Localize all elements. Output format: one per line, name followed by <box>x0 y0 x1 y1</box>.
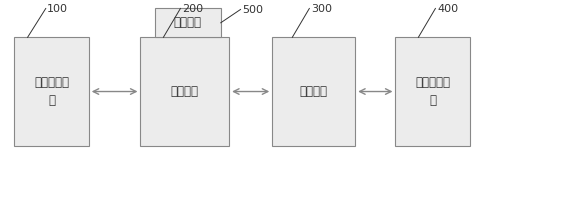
Text: 400: 400 <box>437 4 458 14</box>
Bar <box>140 37 229 146</box>
Text: 主控模块: 主控模块 <box>171 85 199 98</box>
Text: 数据处理模
块: 数据处理模 块 <box>415 76 450 107</box>
Text: 500: 500 <box>242 5 264 15</box>
Text: 数据采集模
块: 数据采集模 块 <box>34 76 69 107</box>
Text: 通讯模块: 通讯模块 <box>300 85 328 98</box>
Text: 电源模块: 电源模块 <box>174 16 202 29</box>
Text: 200: 200 <box>182 4 203 14</box>
Bar <box>14 37 89 146</box>
Bar <box>395 37 470 146</box>
Text: 100: 100 <box>47 4 68 14</box>
Bar <box>272 37 355 146</box>
Bar <box>155 8 221 37</box>
Text: 300: 300 <box>311 4 332 14</box>
